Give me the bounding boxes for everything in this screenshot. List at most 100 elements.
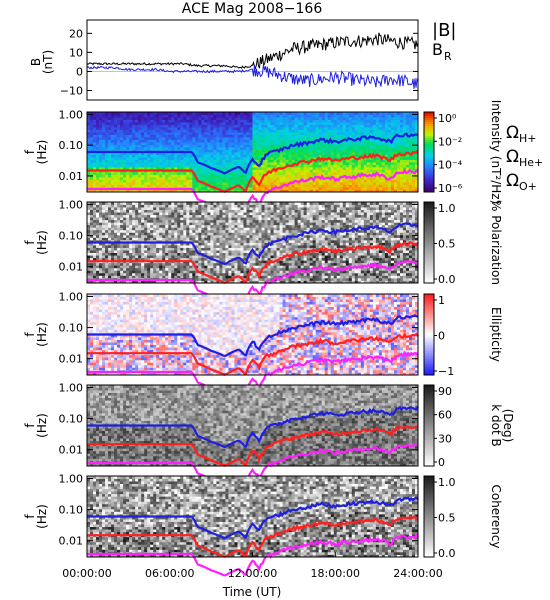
heatmap-cell [306,187,311,190]
heatmap-cell [171,232,175,236]
heatmap-cell [297,149,302,153]
heatmap-cell [312,182,317,185]
heatmap-cell [294,157,299,160]
heatmap-cell [117,142,121,145]
heatmap-cell [348,144,353,148]
heatmap-cell [129,257,133,261]
heatmap-cell [150,242,154,246]
heatmap-cell [183,255,187,259]
heatmap-cell [375,187,380,190]
heatmap-cell [216,147,220,150]
heatmap-cell [138,234,142,238]
heatmap-cell [123,237,127,241]
heatmap-cell [186,139,190,143]
heatmap-cell [135,247,139,251]
heatmap-cell [153,229,157,233]
heatmap-cell [135,134,139,138]
heatmap-cell [135,222,139,226]
heatmap-cell [357,172,362,175]
heatmap-cell [201,255,205,259]
heatmap-cell [393,179,398,183]
heatmap-cell [201,265,205,269]
heatmap-cell [414,147,419,150]
heatmap-cell [102,124,106,128]
heatmap-cell [96,224,100,228]
heatmap-cell [180,144,184,148]
heatmap-cell [117,222,121,226]
heatmap-cell [228,162,232,165]
heatmap-cell [252,147,256,150]
heatmap-cell [405,167,410,170]
heatmap-cell [360,144,365,148]
heatmap-cell [150,257,154,261]
heatmap-cell [252,119,256,123]
heatmap-cell [288,137,293,140]
heatmap-cell [96,232,100,236]
heatmap-cell [132,122,136,125]
heatmap-cell [303,167,308,170]
heatmap-cell [201,229,205,233]
heatmap-cell [372,129,377,133]
heatmap-cell [171,174,175,178]
heatmap-cell [132,157,136,160]
heatmap-cell [309,134,314,138]
heatmap-cell [204,242,208,246]
heatmap-cell [135,154,139,158]
heatmap-cell [183,127,187,130]
heatmap-cell [351,112,356,115]
heatmap-cell [126,132,130,135]
heatmap-cell [105,222,109,226]
heatmap-cell [105,189,109,193]
heatmap-cell [414,137,419,140]
heatmap-cell [357,149,362,153]
heatmap-cell [288,179,293,183]
heatmap-cell [171,229,175,233]
heatmap-cell [174,202,178,205]
heatmap-cell [189,112,193,115]
heatmap-cell [414,164,419,168]
series-line-br [86,64,419,89]
heatmap-cell [213,232,217,236]
heatmap-cell [237,182,241,185]
heatmap-cell [411,132,416,135]
heatmap-cell [246,179,250,183]
heatmap-cell [123,270,127,274]
heatmap-cell [183,154,187,158]
heatmap-cell [258,187,262,190]
heatmap-cell [384,132,389,135]
heatmap-cell [282,152,286,155]
heatmap-cell [384,159,389,163]
heatmap-cell [120,144,124,148]
heatmap-cell [309,157,314,160]
heatmap-cell [87,134,91,138]
heatmap-cell [114,152,118,155]
heatmap-cell [93,267,97,271]
heatmap-cell [162,217,166,221]
colorbar-segment [424,126,434,129]
heatmap-cell [285,169,290,173]
heatmap-cell [102,262,106,266]
heatmap-cell [123,152,127,155]
heatmap-cell [330,162,335,165]
heatmap-cell [96,112,100,115]
heatmap-cell [90,157,94,160]
heatmap-cell [207,272,211,276]
heatmap-cell [132,209,136,213]
heatmap-cell [324,129,329,133]
heatmap-cell [213,270,217,274]
heatmap-cell [138,124,142,128]
heatmap-cell [87,232,91,236]
heatmap-cell [189,252,193,256]
heatmap-cell [198,262,202,266]
heatmap-cell [192,129,196,133]
heatmap-cell [357,117,362,120]
heatmap-cell [132,255,136,259]
heatmap-cell [264,127,268,130]
heatmap-cell [207,280,211,284]
heatmap-cell [135,122,139,125]
heatmap-cell [108,189,112,193]
heatmap-cell [399,152,404,155]
heatmap-cell [321,122,326,125]
heatmap-cell [114,202,118,205]
heatmap-cell [258,122,262,125]
